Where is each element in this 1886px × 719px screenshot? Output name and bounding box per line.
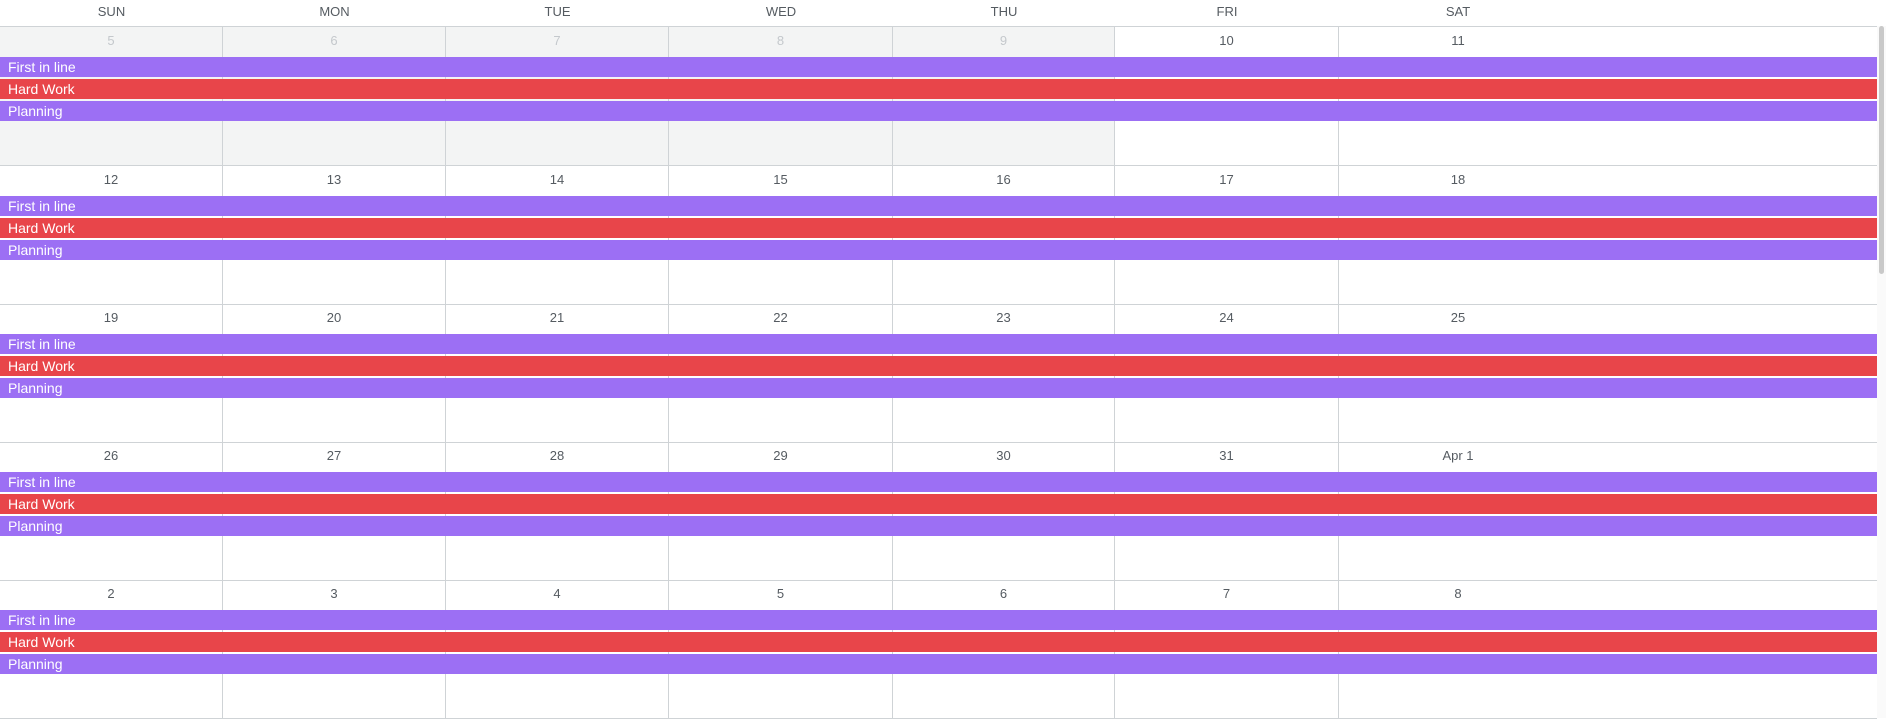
day-number[interactable]: 16 xyxy=(996,172,1011,187)
scrollbar[interactable] xyxy=(1877,26,1886,718)
event-bar-planning[interactable]: Planning xyxy=(0,101,1877,121)
day-number[interactable]: 11 xyxy=(1451,33,1465,48)
week-row: 19 20 21 22 23 24 25 First in line Hard Work Plan… xyxy=(0,304,1877,443)
event-bar-first-in-line[interactable]: First in line xyxy=(0,472,1877,492)
day-number[interactable]: 27 xyxy=(326,448,342,463)
day-cell[interactable]: 25 xyxy=(1339,304,1577,442)
week-row: 2 3 4 5 6 7 8 First in line Hard Work Planning xyxy=(0,580,1877,719)
day-number[interactable]: 6 xyxy=(999,586,1008,601)
day-number[interactable]: 20 xyxy=(326,310,342,325)
day-number[interactable]: 24 xyxy=(1219,310,1234,325)
day-number[interactable]: 26 xyxy=(103,448,119,463)
day-number[interactable]: 9 xyxy=(999,33,1008,48)
day-number[interactable]: 30 xyxy=(996,448,1011,463)
event-bar-hard-work[interactable]: Hard Work xyxy=(0,218,1877,238)
day-number[interactable]: Apr 1 xyxy=(1442,448,1474,463)
weekday-sat: SAT xyxy=(1445,4,1471,19)
day-number[interactable]: 29 xyxy=(773,448,788,463)
day-number[interactable]: 14 xyxy=(549,172,565,187)
event-bar-hard-work[interactable]: Hard Work xyxy=(0,494,1877,514)
day-number[interactable]: 7 xyxy=(553,33,561,48)
event-bar-first-in-line[interactable]: First in line xyxy=(0,196,1877,216)
day-number[interactable]: 5 xyxy=(776,586,785,601)
day-number[interactable]: 19 xyxy=(103,310,119,325)
event-bar-planning[interactable]: Planning xyxy=(0,378,1877,398)
day-number[interactable]: 28 xyxy=(549,448,565,463)
day-number[interactable]: 8 xyxy=(1454,586,1462,601)
day-number[interactable]: 22 xyxy=(773,310,788,325)
week-row: 26 27 28 29 30 31 Apr 1 First in line Hard Work P… xyxy=(0,442,1877,581)
weekday-sun: SUN xyxy=(97,4,126,19)
weekday-mon: MON xyxy=(319,4,350,19)
day-cell[interactable]: 18 xyxy=(1339,166,1577,304)
event-bar-planning[interactable]: Planning xyxy=(0,654,1877,674)
event-bar-planning[interactable]: Planning xyxy=(0,240,1877,260)
event-bar-first-in-line[interactable]: First in line xyxy=(0,57,1877,77)
event-bar-hard-work[interactable]: Hard Work xyxy=(0,79,1877,99)
event-bar-first-in-line[interactable]: First in line xyxy=(0,334,1877,354)
day-number[interactable]: 10 xyxy=(1219,33,1234,48)
day-number[interactable]: 4 xyxy=(553,586,561,601)
day-number[interactable]: 8 xyxy=(776,33,785,48)
weekday-wed: WED xyxy=(765,4,797,19)
day-number[interactable]: 3 xyxy=(330,586,338,601)
day-number[interactable]: 12 xyxy=(103,172,119,187)
day-number[interactable]: 17 xyxy=(1219,172,1234,187)
day-cell[interactable]: 11 xyxy=(1339,27,1577,165)
weekday-fri: FRI xyxy=(1216,4,1238,19)
day-number[interactable]: 6 xyxy=(330,33,338,48)
day-number[interactable]: 31 xyxy=(1219,448,1234,463)
weekday-header: SUN MON TUE WED THU FRI SAT xyxy=(0,0,1877,27)
event-bar-hard-work[interactable]: Hard Work xyxy=(0,632,1877,652)
day-number[interactable]: 13 xyxy=(326,172,342,187)
day-number[interactable]: 15 xyxy=(773,172,788,187)
event-bar-first-in-line[interactable]: First in line xyxy=(0,610,1877,630)
scrollbar-thumb[interactable] xyxy=(1879,26,1884,274)
event-bar-hard-work[interactable]: Hard Work xyxy=(0,356,1877,376)
day-number[interactable]: 21 xyxy=(549,310,565,325)
weekday-thu: THU xyxy=(990,4,1018,19)
day-number[interactable]: 2 xyxy=(107,586,115,601)
day-number[interactable]: 23 xyxy=(996,310,1011,325)
day-cell[interactable]: Apr 1 xyxy=(1339,442,1577,580)
event-bar-planning[interactable]: Planning xyxy=(0,516,1877,536)
day-cell[interactable]: 8 xyxy=(1339,580,1577,718)
weekday-tue: TUE xyxy=(544,4,571,19)
day-number[interactable]: 18 xyxy=(1450,172,1466,187)
week-row: 5 6 7 8 9 10 11 First in line Hard Work Planning xyxy=(0,27,1877,166)
week-row: 12 13 14 15 16 17 18 First in line Hard Work Plan… xyxy=(0,166,1877,305)
day-number[interactable]: 5 xyxy=(107,33,115,48)
day-number[interactable]: 7 xyxy=(1222,586,1231,601)
day-number[interactable]: 25 xyxy=(1450,310,1466,325)
